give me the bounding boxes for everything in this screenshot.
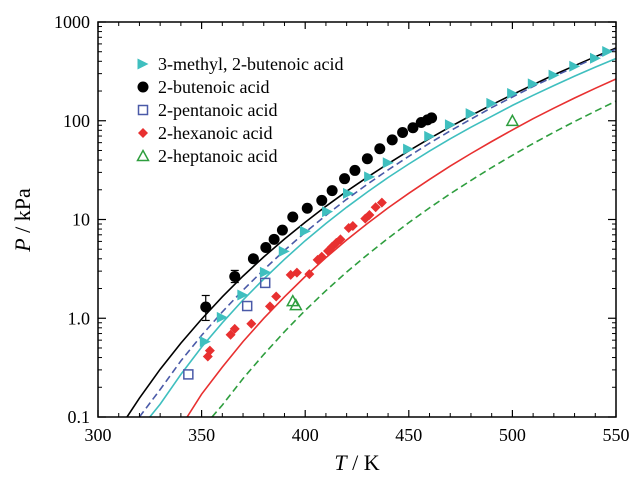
legend-item-2-butenoic-acid: 2-butenoic acid <box>137 77 269 97</box>
data-point-2-hexanoic-acid <box>304 269 315 280</box>
x-axis-label: T / K <box>334 450 379 475</box>
data-point-2-hexanoic-acid <box>291 267 302 278</box>
legend-label: 2-heptanoic acid <box>158 146 277 166</box>
legend-marker-2-hexanoic-acid <box>138 128 148 138</box>
data-point-2-butenoic-acid <box>426 112 438 124</box>
data-point-2-butenoic-acid <box>374 143 386 155</box>
data-point-3-methyl-2-butenoic-acid <box>322 206 334 218</box>
data-point-3-methyl-2-butenoic-acid <box>364 171 376 183</box>
axis-ticks <box>97 21 617 418</box>
legend-item-2-pentanoic-acid: 2-pentanoic acid <box>137 100 277 120</box>
data-point-2-hexanoic-acid <box>347 220 358 231</box>
data-point-2-hexanoic-acid <box>335 234 346 245</box>
legend-item-2-hexanoic-acid: 2-hexanoic acid <box>138 123 272 143</box>
data-point-2-hexanoic-acid <box>271 291 282 302</box>
data-point-3-methyl-2-butenoic-acid <box>589 52 601 64</box>
data-point-2-pentanoic-acid <box>183 369 194 380</box>
data-point-3-methyl-2-butenoic-acid <box>382 157 394 169</box>
legend: 3-methyl, 2-butenoic acid 2-butenoic acid… <box>136 54 343 166</box>
data-point-3-methyl-2-butenoic-acid <box>507 87 519 99</box>
legend-marker-3-methyl-2-butenoic-acid <box>137 58 149 70</box>
data-markers <box>183 45 614 380</box>
data-point-3-methyl-2-butenoic-acid <box>527 78 539 90</box>
data-point-3-methyl-2-butenoic-acid <box>237 289 249 301</box>
data-point-2-butenoic-acid <box>301 202 313 214</box>
fit-curve-3-methyl-2-butenoic-acid <box>149 57 616 417</box>
y-tick-label: 100 <box>63 111 90 131</box>
data-point-2-butenoic-acid <box>339 173 351 185</box>
fit-curve-2-hexanoic-acid <box>186 78 616 417</box>
data-point-2-butenoic-acid <box>316 194 328 206</box>
data-point-2-pentanoic-acid <box>241 300 253 312</box>
x-tick-label: 400 <box>292 425 319 445</box>
data-point-2-butenoic-acid <box>386 134 398 146</box>
y-tick-label: 1.0 <box>68 308 91 328</box>
x-tick-label: 500 <box>499 425 526 445</box>
data-point-2-hexanoic-acid <box>229 323 240 334</box>
fit-curve-2-heptanoic-acid <box>211 100 616 417</box>
data-point-2-butenoic-acid <box>397 127 409 139</box>
data-point-2-butenoic-acid <box>200 301 212 313</box>
data-point-2-hexanoic-acid <box>204 345 215 356</box>
data-point-3-methyl-2-butenoic-acid <box>465 108 477 120</box>
data-point-3-methyl-2-butenoic-acid <box>486 97 498 109</box>
legend-label: 3-methyl, 2-butenoic acid <box>158 54 343 74</box>
data-point-3-methyl-2-butenoic-acid <box>424 130 436 142</box>
data-point-2-hexanoic-acid <box>376 197 387 208</box>
data-point-2-pentanoic-acid <box>259 277 271 289</box>
data-point-3-methyl-2-butenoic-acid <box>343 187 355 199</box>
data-point-3-methyl-2-butenoic-acid <box>602 45 614 57</box>
y-tick-label: 10 <box>72 210 90 230</box>
data-point-2-butenoic-acid <box>287 211 299 223</box>
data-point-3-methyl-2-butenoic-acid <box>299 225 311 237</box>
data-point-2-hexanoic-acid <box>264 301 275 312</box>
data-point-2-butenoic-acid <box>260 242 272 254</box>
data-point-2-butenoic-acid <box>276 224 288 236</box>
data-point-2-hexanoic-acid <box>370 202 381 213</box>
data-point-3-methyl-2-butenoic-acid <box>216 311 228 323</box>
data-point-2-hexanoic-acid <box>364 210 375 221</box>
legend-item-3-methyl-2-butenoic-acid: 3-methyl, 2-butenoic acid <box>137 54 343 74</box>
data-point-3-methyl-2-butenoic-acid <box>444 119 456 131</box>
data-point-3-methyl-2-butenoic-acid <box>259 266 271 278</box>
data-point-3-methyl-2-butenoic-acid <box>403 143 415 155</box>
x-tick-label: 450 <box>395 425 422 445</box>
legend-label: 2-pentanoic acid <box>158 100 277 120</box>
y-tick-label: 1000 <box>54 12 90 32</box>
data-point-3-methyl-2-butenoic-acid <box>278 245 290 257</box>
x-tick-label: 300 <box>85 425 112 445</box>
y-tick-label: 0.1 <box>68 407 91 427</box>
legend-label: 2-hexanoic acid <box>158 123 272 143</box>
y-axis-label: P / kPa <box>10 188 35 253</box>
data-point-2-hexanoic-acid <box>316 251 327 262</box>
data-point-2-butenoic-acid <box>268 233 280 245</box>
legend-marker-2-pentanoic-acid <box>137 104 149 116</box>
data-point-2-hexanoic-acid <box>246 318 257 329</box>
data-point-2-butenoic-acid <box>326 185 338 197</box>
data-point-2-heptanoic-acid <box>505 113 520 127</box>
data-point-2-butenoic-acid <box>407 122 419 134</box>
tick-labels: 300 350 400 450 500 550 0.1 1.0 10 100 1000 <box>54 12 630 445</box>
legend-marker-2-butenoic-acid <box>137 81 149 93</box>
data-point-2-heptanoic-acid <box>289 298 303 311</box>
legend-label: 2-butenoic acid <box>158 77 269 97</box>
data-point-2-butenoic-acid <box>361 153 373 165</box>
legend-marker-2-heptanoic-acid <box>136 148 150 162</box>
data-point-2-butenoic-acid <box>229 270 241 282</box>
legend-item-2-heptanoic-acid: 2-heptanoic acid <box>136 146 277 166</box>
data-point-3-methyl-2-butenoic-acid <box>548 69 560 81</box>
x-tick-label: 550 <box>603 425 630 445</box>
data-point-2-butenoic-acid <box>349 164 361 176</box>
data-point-2-hexanoic-acid <box>225 329 236 340</box>
data-point-3-methyl-2-butenoic-acid <box>199 336 211 348</box>
x-tick-label: 350 <box>188 425 215 445</box>
data-point-3-methyl-2-butenoic-acid <box>569 60 581 72</box>
data-point-2-butenoic-acid <box>247 253 259 265</box>
